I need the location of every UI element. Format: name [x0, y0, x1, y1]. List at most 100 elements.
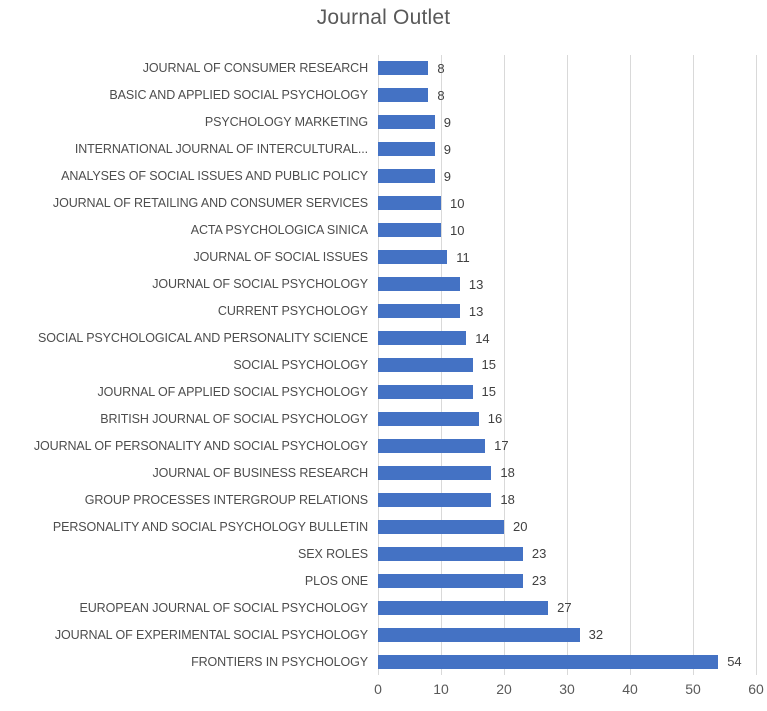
category-label: SOCIAL PSYCHOLOGICAL AND PERSONALITY SCI…	[38, 331, 368, 346]
bar-row: JOURNAL OF PERSONALITY AND SOCIAL PSYCHO…	[0, 432, 767, 459]
gridline	[567, 55, 568, 675]
bar	[378, 573, 523, 588]
bar	[378, 250, 448, 265]
x-tick-label: 40	[622, 681, 638, 697]
bar-row: JOURNAL OF SOCIAL ISSUES 11	[0, 244, 767, 271]
x-tick-label: 0	[374, 681, 382, 697]
category-label: PLOS ONE	[304, 573, 368, 588]
bar-row: ACTA PSYCHOLOGICA SINICA 10	[0, 217, 767, 244]
value-label: 8	[437, 87, 445, 103]
bar-row: JOURNAL OF RETAILING AND CONSUMER SERVIC…	[0, 190, 767, 217]
bar	[378, 115, 435, 130]
value-label: 27	[557, 600, 572, 616]
bar	[378, 304, 460, 319]
gridline	[630, 55, 631, 675]
bar-row: ANALYSES OF SOCIAL ISSUES AND PUBLIC POL…	[0, 163, 767, 190]
bar	[378, 196, 441, 211]
value-label: 9	[443, 168, 451, 184]
category-label: GROUP PROCESSES INTERGROUP RELATIONS	[84, 492, 368, 507]
value-label: 15	[481, 357, 496, 373]
x-tick-label: 20	[496, 681, 512, 697]
x-tick-label: 30	[559, 681, 575, 697]
bar	[378, 627, 580, 642]
value-label: 54	[727, 654, 742, 669]
bar	[378, 411, 479, 426]
bar	[378, 357, 473, 372]
category-label: JOURNAL OF PERSONALITY AND SOCIAL PSYCHO…	[33, 438, 368, 453]
category-label: JOURNAL OF APPLIED SOCIAL PSYCHOLOGY	[97, 384, 368, 399]
bar-row: GROUP PROCESSES INTERGROUP RELATIONS 18	[0, 486, 767, 513]
bar	[378, 546, 523, 561]
value-label: 9	[443, 141, 451, 157]
category-label: CURRENT PSYCHOLOGY	[217, 304, 368, 319]
bar-row: JOURNAL OF CONSUMER RESEARCH 8	[0, 55, 767, 82]
value-label: 14	[475, 330, 490, 346]
bar-row: PSYCHOLOGY MARKETING 9	[0, 109, 767, 136]
bar-row: CURRENT PSYCHOLOGY 13	[0, 298, 767, 325]
value-label: 23	[531, 573, 547, 589]
bar-row: SOCIAL PSYCHOLOGICAL AND PERSONALITY SCI…	[0, 325, 767, 352]
gridline	[693, 55, 694, 675]
bar-row: INTERNATIONAL JOURNAL OF INTERCULTURAL..…	[0, 136, 767, 163]
value-label: 32	[588, 627, 604, 643]
bar	[378, 277, 460, 292]
bar	[378, 384, 473, 399]
bar	[378, 438, 486, 453]
category-label: JOURNAL OF RETAILING AND CONSUMER SERVIC…	[52, 196, 368, 211]
category-label: SEX ROLES	[298, 546, 368, 561]
category-label: JOURNAL OF SOCIAL ISSUES	[193, 250, 369, 265]
bar	[378, 142, 435, 157]
bar	[378, 169, 435, 184]
value-label: 17	[494, 438, 509, 454]
bar-row: JOURNAL OF BUSINESS RESEARCH 18	[0, 459, 767, 486]
bar	[378, 600, 549, 615]
category-label: PSYCHOLOGY MARKETING	[204, 115, 368, 130]
bar-row: PLOS ONE 23	[0, 567, 767, 594]
category-label: JOURNAL OF SOCIAL PSYCHOLOGY	[152, 277, 368, 292]
bar-row: BASIC AND APPLIED SOCIAL PSYCHOLOGY 8	[0, 82, 767, 109]
category-label: BRITISH JOURNAL OF SOCIAL PSYCHOLOGY	[100, 411, 368, 426]
bar-row: JOURNAL OF APPLIED SOCIAL PSYCHOLOGY 15	[0, 378, 767, 405]
value-label: 13	[468, 303, 484, 319]
bar-row: PERSONALITY AND SOCIAL PSYCHOLOGY BULLET…	[0, 513, 767, 540]
value-label: 10	[450, 222, 465, 238]
bar-row: BRITISH JOURNAL OF SOCIAL PSYCHOLOGY 16	[0, 405, 767, 432]
gridline	[756, 55, 757, 675]
bar-row: SEX ROLES 23	[0, 540, 767, 567]
bar	[378, 61, 429, 76]
bar-row: JOURNAL OF EXPERIMENTAL SOCIAL PSYCHOLOG…	[0, 621, 767, 648]
category-label: JOURNAL OF EXPERIMENTAL SOCIAL PSYCHOLOG…	[54, 627, 368, 642]
value-label: 8	[437, 60, 445, 76]
category-label: BASIC AND APPLIED SOCIAL PSYCHOLOGY	[109, 88, 368, 103]
value-label: 13	[468, 276, 484, 292]
category-label: JOURNAL OF CONSUMER RESEARCH	[142, 61, 368, 76]
category-label: ACTA PSYCHOLOGICA SINICA	[190, 223, 368, 238]
value-label: 11	[456, 249, 470, 265]
value-label: 23	[531, 546, 547, 562]
x-tick-label: 10	[433, 681, 449, 697]
chart-title: Journal Outlet	[316, 6, 451, 29]
bar	[378, 492, 492, 507]
gridline	[504, 55, 505, 675]
bar	[378, 654, 719, 669]
value-label: 10	[450, 195, 465, 211]
category-label: FRONTIERS IN PSYCHOLOGY	[191, 654, 368, 669]
x-axis: 0 10 20 30 40 50 60	[0, 681, 767, 701]
bar-row: SOCIAL PSYCHOLOGY 15	[0, 352, 767, 379]
bar-rows: JOURNAL OF CONSUMER RESEARCH 8 BASIC AND A…	[0, 55, 767, 675]
bar	[378, 223, 441, 238]
value-label: 16	[487, 411, 503, 427]
bar-row: JOURNAL OF SOCIAL PSYCHOLOGY 13	[0, 271, 767, 298]
bar	[378, 519, 504, 534]
value-label: 9	[443, 114, 451, 130]
value-label: 18	[500, 492, 515, 508]
x-tick-label: 60	[748, 681, 764, 697]
value-label: 15	[481, 384, 496, 400]
value-label: 20	[513, 519, 528, 535]
category-label: SOCIAL PSYCHOLOGY	[233, 357, 368, 372]
category-label: PERSONALITY AND SOCIAL PSYCHOLOGY BULLET…	[52, 519, 368, 534]
category-label: ANALYSES OF SOCIAL ISSUES AND PUBLIC POL…	[61, 169, 368, 184]
value-label: 18	[500, 465, 515, 481]
bar	[378, 465, 492, 480]
